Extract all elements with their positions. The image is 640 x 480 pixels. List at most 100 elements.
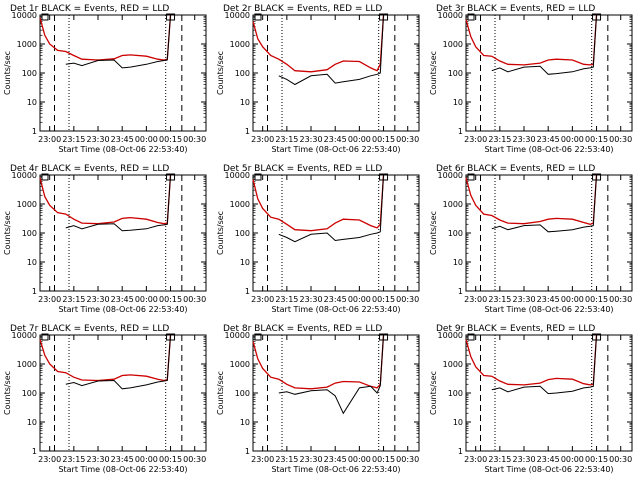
x-tick-label: 23:30	[299, 455, 322, 464]
plot-frame	[465, 334, 633, 452]
saturation-marker	[166, 13, 176, 21]
chart-title: Det 9r BLACK = Events, RED = LLD	[436, 324, 595, 334]
series-line	[465, 14, 598, 66]
y-tick-label: 100	[22, 69, 37, 78]
x-tick-label: 23:15	[62, 135, 85, 144]
series-line	[39, 334, 172, 382]
saturation-marker	[254, 173, 262, 181]
x-tick-label: 23:00	[251, 295, 274, 304]
x-tick-label: 23:45	[324, 135, 347, 144]
y-tick-label: 10	[453, 418, 463, 427]
plot-frame	[39, 14, 207, 132]
x-tick-label: 23:45	[111, 295, 134, 304]
y-tick-label: 10000	[225, 11, 250, 20]
series-line	[465, 174, 598, 225]
x-tick-label: 23:30	[512, 455, 535, 464]
x-tick-label: 00:15	[585, 135, 608, 144]
y-tick-label: 1000	[17, 200, 37, 209]
x-tick-label: 23:15	[275, 295, 298, 304]
chart-title: Det 3r BLACK = Events, RED = LLD	[436, 4, 595, 14]
saturation-marker	[592, 13, 602, 21]
x-tick-label: 00:00	[561, 135, 584, 144]
y-tick-label: 10000	[438, 11, 463, 20]
saturation-marker	[379, 333, 389, 341]
saturation-marker	[166, 173, 176, 181]
x-tick-label: 23:45	[537, 135, 560, 144]
x-tick-label: 00:00	[348, 295, 371, 304]
x-tick-label: 00:15	[159, 135, 182, 144]
series-line	[278, 14, 384, 86]
plot-frame	[39, 174, 207, 292]
x-tick-label: 23:45	[324, 295, 347, 304]
y-tick-label: 1000	[230, 40, 250, 49]
x-tick-label: 00:15	[585, 295, 608, 304]
x-tick-label: 00:00	[348, 135, 371, 144]
y-tick-label: 1000	[443, 40, 463, 49]
x-tick-label: 23:00	[251, 455, 274, 464]
series-line	[491, 334, 597, 395]
plot-frame	[465, 14, 633, 132]
series-line	[278, 174, 384, 243]
y-tick-label: 10000	[438, 331, 463, 340]
chart-title: Det 6r BLACK = Events, RED = LLD	[436, 164, 595, 174]
series-line	[39, 14, 172, 61]
x-tick-label: 00:30	[396, 295, 419, 304]
saturation-marker	[467, 173, 475, 181]
y-tick-label: 100	[235, 69, 250, 78]
x-tick-label: 00:30	[609, 135, 632, 144]
saturation-marker	[41, 173, 49, 181]
x-tick-label: 23:30	[299, 295, 322, 304]
y-tick-label: 100	[448, 389, 463, 398]
x-tick-label: 23:30	[86, 455, 109, 464]
chart-panel: Det 7r BLACK = Events, RED = LLD 1 10 100 10…	[3, 324, 207, 474]
y-tick-label: 1000	[17, 360, 37, 369]
chart-panel: Det 5r BLACK = Events, RED = LLD 1 10 100 10…	[216, 164, 420, 314]
chart-panel: Det 1r BLACK = Events, RED = LLD 1 10 100 10…	[3, 4, 207, 154]
x-tick-label: 00:00	[135, 135, 158, 144]
saturation-marker	[254, 333, 262, 341]
plot-frame	[252, 334, 420, 452]
x-tick-label: 00:15	[372, 455, 395, 464]
y-tick-label: 100	[448, 69, 463, 78]
series-line	[65, 334, 171, 390]
x-axis-label: Start Time (08-Oct-06 22:53:40)	[58, 465, 187, 474]
chart-panel: Det 8r BLACK = Events, RED = LLD 1 10 100 10…	[216, 324, 420, 474]
y-tick-label: 10	[27, 98, 37, 107]
y-axis-label: Counts/sec	[3, 51, 12, 95]
chart-title: Det 1r BLACK = Events, RED = LLD	[10, 4, 169, 14]
x-tick-label: 23:30	[512, 295, 535, 304]
series-line	[491, 14, 597, 75]
y-tick-label: 10000	[12, 171, 37, 180]
y-tick-label: 1	[245, 447, 250, 456]
y-tick-label: 10	[453, 258, 463, 267]
y-axis-label: Counts/sec	[429, 51, 438, 95]
y-axis-label: Counts/sec	[3, 211, 12, 255]
y-tick-label: 1	[458, 447, 463, 456]
y-tick-label: 10000	[225, 171, 250, 180]
plot-frame	[252, 14, 420, 132]
chart-title: Det 2r BLACK = Events, RED = LLD	[223, 4, 382, 14]
saturation-marker	[467, 13, 475, 21]
x-tick-label: 00:00	[348, 455, 371, 464]
y-tick-label: 100	[235, 389, 250, 398]
chart-panel: Det 9r BLACK = Events, RED = LLD 1 10 100 10…	[429, 324, 633, 474]
series-line	[278, 334, 384, 415]
y-tick-label: 100	[448, 229, 463, 238]
x-tick-label: 23:45	[537, 295, 560, 304]
series-line	[39, 174, 172, 225]
y-tick-label: 1000	[230, 200, 250, 209]
saturation-marker	[379, 13, 389, 21]
chart-panel: Det 6r BLACK = Events, RED = LLD 1 10 100 10…	[429, 164, 633, 314]
x-tick-label: 00:30	[396, 135, 419, 144]
x-tick-label: 23:15	[62, 455, 85, 464]
x-tick-label: 23:30	[299, 135, 322, 144]
x-tick-label: 23:15	[275, 135, 298, 144]
y-axis-label: Counts/sec	[216, 211, 225, 255]
x-tick-label: 00:30	[183, 455, 206, 464]
y-tick-label: 1	[32, 127, 37, 136]
x-tick-label: 00:30	[609, 295, 632, 304]
chart-title: Det 7r BLACK = Events, RED = LLD	[10, 324, 169, 334]
x-tick-label: 23:45	[111, 455, 134, 464]
saturation-marker	[41, 333, 49, 341]
